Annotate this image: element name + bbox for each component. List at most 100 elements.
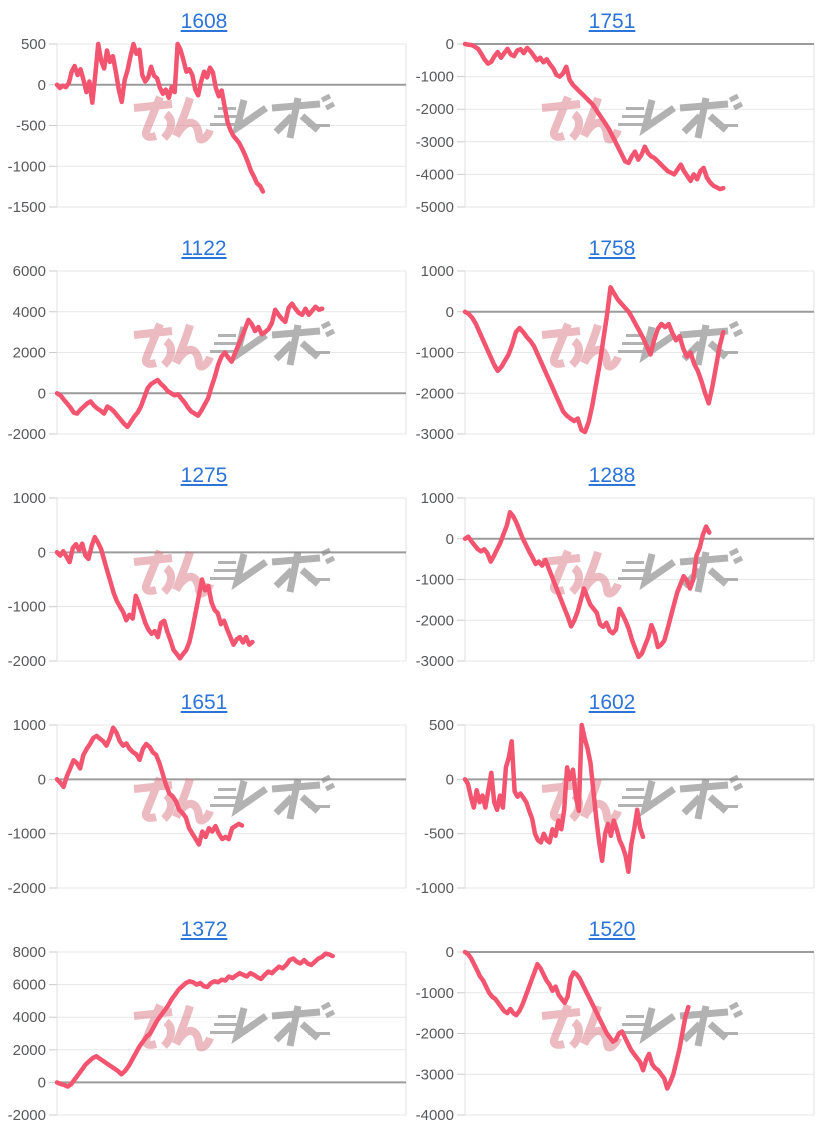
chart-cell-1758: 1758 1000 0 -1000 -2000 -3000 bbox=[408, 227, 816, 454]
chart-cell-1608: 1608 500 0 -500 -1000 -1500 bbox=[0, 0, 408, 227]
y-axis-label: 0 bbox=[446, 36, 454, 53]
chart-cell-1520: 1520 0 -1000 -2000 -3000 -4000 bbox=[408, 908, 816, 1135]
machine-number-link-1122[interactable]: 1122 bbox=[181, 237, 227, 260]
y-axis-label: -3000 bbox=[416, 134, 454, 151]
y-axis-label: -2000 bbox=[416, 385, 454, 402]
slump-line-series bbox=[462, 949, 691, 1091]
y-axis-label: 2000 bbox=[13, 345, 46, 362]
slump-line-series bbox=[54, 951, 335, 1089]
machine-number-link-1275[interactable]: 1275 bbox=[180, 464, 228, 487]
y-axis-label: -2000 bbox=[8, 653, 46, 670]
y-axis-label: -500 bbox=[16, 118, 46, 135]
slump-graph-1122: 6000 4000 2000 0 -2000 bbox=[8, 263, 407, 443]
chart-title-row: 1602 bbox=[408, 689, 816, 717]
machine-number-link-1751[interactable]: 1751 bbox=[588, 10, 636, 33]
slump-graph-1288: 1000 0 -1000 -2000 -3000 bbox=[416, 490, 815, 670]
chart-title-row: 1288 bbox=[408, 462, 816, 490]
chart-cell-1602: 1602 500 0 -500 -1000 bbox=[408, 681, 816, 908]
y-axis-label: 1000 bbox=[13, 490, 46, 507]
y-axis-label: -1500 bbox=[8, 199, 46, 216]
y-axis-label: 0 bbox=[38, 544, 46, 561]
y-axis-label: -3000 bbox=[416, 426, 454, 443]
y-axis-label: -2000 bbox=[416, 101, 454, 118]
slump-graph-1275: 1000 0 -1000 -2000 bbox=[8, 490, 407, 670]
chart-cell-1288: 1288 1000 0 -1000 -2000 -3000 bbox=[408, 454, 816, 681]
y-axis-label: 4000 bbox=[13, 304, 46, 321]
slump-graph-1602: 500 0 -500 -1000 bbox=[416, 717, 815, 897]
chart-title-row: 1275 bbox=[0, 462, 408, 490]
y-axis-label: -1000 bbox=[416, 69, 454, 86]
watermark-gray-repo bbox=[210, 774, 336, 820]
minrepo-watermark-logo bbox=[133, 774, 336, 825]
machine-number-link-1520[interactable]: 1520 bbox=[588, 918, 636, 941]
y-axis-label: -1000 bbox=[8, 158, 46, 175]
y-axis-label: 6000 bbox=[13, 977, 46, 994]
watermark-gray-repo bbox=[618, 1001, 744, 1047]
watermark-pink-min bbox=[541, 95, 622, 144]
y-axis-label: -1000 bbox=[416, 985, 454, 1002]
slump-graph-1651: 1000 0 -1000 -2000 bbox=[8, 717, 407, 897]
chart-cell-1651: 1651 1000 0 -1000 -2000 bbox=[0, 681, 408, 908]
minrepo-watermark-logo bbox=[541, 774, 744, 825]
chart-title-row: 1520 bbox=[408, 916, 816, 944]
machine-number-link-1602[interactable]: 1602 bbox=[588, 691, 636, 714]
chart-cell-1751: 1751 0 -1000 -2000 -3000 -4000 -5000 bbox=[408, 0, 816, 227]
y-axis-label: 0 bbox=[446, 304, 454, 321]
watermark-gray-repo bbox=[618, 774, 744, 820]
slump-line-series bbox=[54, 725, 245, 847]
minrepo-watermark-logo bbox=[541, 320, 744, 371]
watermark-pink-min bbox=[133, 776, 214, 825]
y-axis-label: -1000 bbox=[416, 345, 454, 362]
y-axis-label: 1000 bbox=[421, 490, 454, 507]
minrepo-watermark-logo bbox=[541, 93, 744, 144]
y-axis-label: 0 bbox=[446, 531, 454, 548]
slump-graph-1758: 1000 0 -1000 -2000 -3000 bbox=[416, 263, 815, 443]
watermark-pink-min bbox=[541, 1003, 622, 1052]
y-axis-label: 0 bbox=[38, 77, 46, 94]
minrepo-watermark-logo bbox=[541, 1001, 744, 1052]
chart-cell-1275: 1275 1000 0 -1000 -2000 bbox=[0, 454, 408, 681]
slump-line-series bbox=[462, 722, 646, 874]
y-axis-label: -2000 bbox=[8, 1107, 46, 1124]
y-axis-label: -1000 bbox=[8, 599, 46, 616]
watermark-gray-repo bbox=[210, 93, 336, 139]
machine-number-link-1758[interactable]: 1758 bbox=[588, 237, 636, 260]
y-axis-label: 4000 bbox=[13, 1009, 46, 1026]
y-axis-label: 1000 bbox=[421, 263, 454, 280]
y-axis-label: -2000 bbox=[8, 880, 46, 897]
y-axis-label: 500 bbox=[21, 36, 46, 53]
watermark-gray-repo bbox=[210, 1001, 336, 1047]
slump-graph-1751: 0 -1000 -2000 -3000 -4000 -5000 bbox=[416, 36, 815, 216]
y-axis-label: -3000 bbox=[416, 1066, 454, 1083]
chart-title-row: 1758 bbox=[408, 235, 816, 263]
slump-line-series bbox=[54, 534, 255, 661]
y-axis-label: 500 bbox=[429, 717, 454, 734]
slump-graph-1608: 500 0 -500 -1000 -1500 bbox=[8, 36, 407, 216]
y-axis-label: -1000 bbox=[416, 572, 454, 589]
slump-line-series bbox=[462, 285, 726, 435]
minrepo-watermark-logo bbox=[133, 547, 336, 598]
machine-number-link-1288[interactable]: 1288 bbox=[588, 464, 636, 487]
machine-number-link-1651[interactable]: 1651 bbox=[180, 691, 228, 714]
y-axis-label: -2000 bbox=[416, 612, 454, 629]
slump-line-series bbox=[462, 510, 712, 660]
y-axis-label: 0 bbox=[38, 771, 46, 788]
chart-title-row: 1372 bbox=[0, 916, 408, 944]
y-axis-label: -2000 bbox=[416, 1026, 454, 1043]
y-axis-label: 6000 bbox=[13, 263, 46, 280]
chart-cell-1372: 1372 8000 6000 4000 2000 0 -2000 bbox=[0, 908, 408, 1135]
minrepo-watermark-logo bbox=[541, 547, 744, 598]
chart-cell-1122: 1122 6000 4000 2000 0 -2000 bbox=[0, 227, 408, 454]
y-axis-label: -4000 bbox=[416, 166, 454, 183]
chart-title-row: 1608 bbox=[0, 8, 408, 36]
y-axis-label: -5000 bbox=[416, 199, 454, 216]
machine-number-link-1608[interactable]: 1608 bbox=[180, 10, 228, 33]
watermark-pink-min bbox=[133, 95, 214, 144]
machine-number-link-1372[interactable]: 1372 bbox=[180, 918, 228, 941]
watermark-pink-min bbox=[133, 322, 214, 371]
y-axis-label: 0 bbox=[38, 1074, 46, 1091]
watermark-pink-min bbox=[541, 549, 622, 598]
slump-line-series bbox=[54, 41, 266, 194]
y-axis-label: -3000 bbox=[416, 653, 454, 670]
